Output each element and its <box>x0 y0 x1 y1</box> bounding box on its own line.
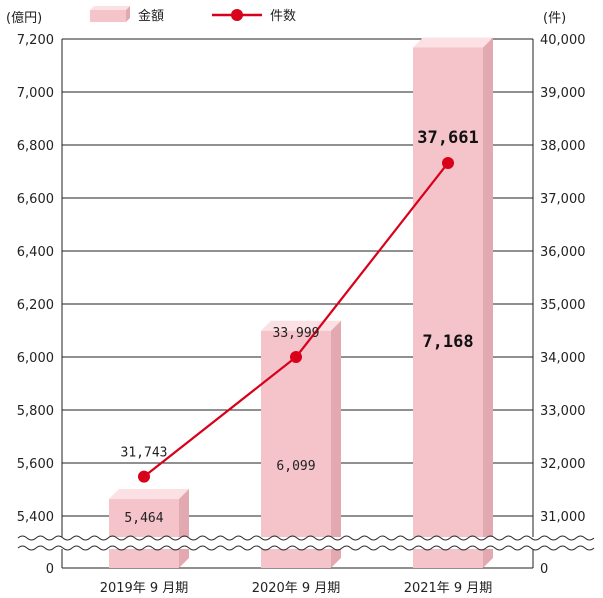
axis-break-band <box>18 537 603 549</box>
data-labels: 5,464 6,099 7,168 31,743 33,999 37,661 <box>121 128 479 526</box>
amount-label: 7,168 <box>422 332 473 352</box>
count-point <box>442 156 454 169</box>
right-tick-label: 40,000 <box>540 33 586 48</box>
bar-front-face <box>109 499 179 568</box>
bar <box>261 320 341 568</box>
axis-break-wave-bottom <box>17 545 595 551</box>
left-tick-label: 6,200 <box>17 298 54 313</box>
right-tick-label: 38,000 <box>540 139 586 154</box>
left-axis-ticks: 5,400 5,600 5,800 6,000 6,200 6,400 6,600 6,800… <box>17 33 54 577</box>
legend-label-count: 件数 <box>270 9 296 24</box>
bar-top-face <box>109 489 189 500</box>
left-tick-label: 5,400 <box>17 510 54 525</box>
category-label: 2019年 9 月期 <box>100 581 189 596</box>
category-labels: 2019年 9 月期 2020年 9 月期 2021年 9 月期 <box>100 581 493 596</box>
left-tick-label: 7,200 <box>17 33 54 48</box>
right-tick-label: 37,000 <box>540 192 586 207</box>
left-tick-label: 6,000 <box>17 351 54 366</box>
bar-side-face <box>179 489 189 568</box>
axes <box>61 39 534 568</box>
left-tick-label: 5,600 <box>17 457 54 472</box>
legend-line-swatch <box>212 9 262 21</box>
right-tick-label: 35,000 <box>540 298 586 313</box>
amount-label: 6,099 <box>276 459 315 474</box>
right-axis-ticks: 31,000 32,000 33,000 34,000 35,000 36,000 37,0… <box>540 33 586 577</box>
right-tick-label: 31,000 <box>540 510 586 525</box>
legend: 金額 件数 <box>90 6 296 24</box>
count-label: 31,743 <box>121 446 168 461</box>
bar <box>109 489 189 568</box>
category-label: 2020年 9 月期 <box>252 581 341 596</box>
left-tick-label: 7,000 <box>17 86 54 101</box>
bar-side-face <box>331 320 341 568</box>
legend-bar-swatch <box>90 6 130 22</box>
bar-top-face <box>413 37 493 48</box>
bar-top-face <box>261 320 341 331</box>
axis-break-wave-top <box>17 535 595 541</box>
axis-break <box>17 535 603 551</box>
left-tick-label: 6,800 <box>17 139 54 154</box>
right-tick-label-zero: 0 <box>540 562 548 577</box>
right-tick-label: 32,000 <box>540 457 586 472</box>
count-line <box>138 156 454 483</box>
bar-front-face <box>261 330 331 568</box>
count-point <box>138 470 150 483</box>
bar <box>413 37 493 569</box>
category-label: 2021年 9 月期 <box>404 581 493 596</box>
left-tick-label: 5,800 <box>17 404 54 419</box>
legend-label-amount: 金額 <box>138 8 164 24</box>
amount-label: 5,464 <box>124 511 163 526</box>
bars <box>109 37 493 569</box>
bar-front-face <box>413 47 483 569</box>
left-tick-label: 6,600 <box>17 192 54 207</box>
left-tick-label-zero: 0 <box>46 562 54 577</box>
right-tick-label: 39,000 <box>540 86 586 101</box>
right-tick-label: 34,000 <box>540 351 586 366</box>
count-label: 33,999 <box>273 326 320 341</box>
right-tick-label: 33,000 <box>540 404 586 419</box>
left-axis-unit: (億円) <box>6 10 42 26</box>
right-axis-unit: (件) <box>543 11 566 26</box>
count-point <box>290 351 302 364</box>
left-tick-label: 6,400 <box>17 245 54 260</box>
bar-side-face <box>483 37 493 569</box>
right-tick-label: 36,000 <box>540 245 586 260</box>
count-label: 37,661 <box>417 128 478 148</box>
